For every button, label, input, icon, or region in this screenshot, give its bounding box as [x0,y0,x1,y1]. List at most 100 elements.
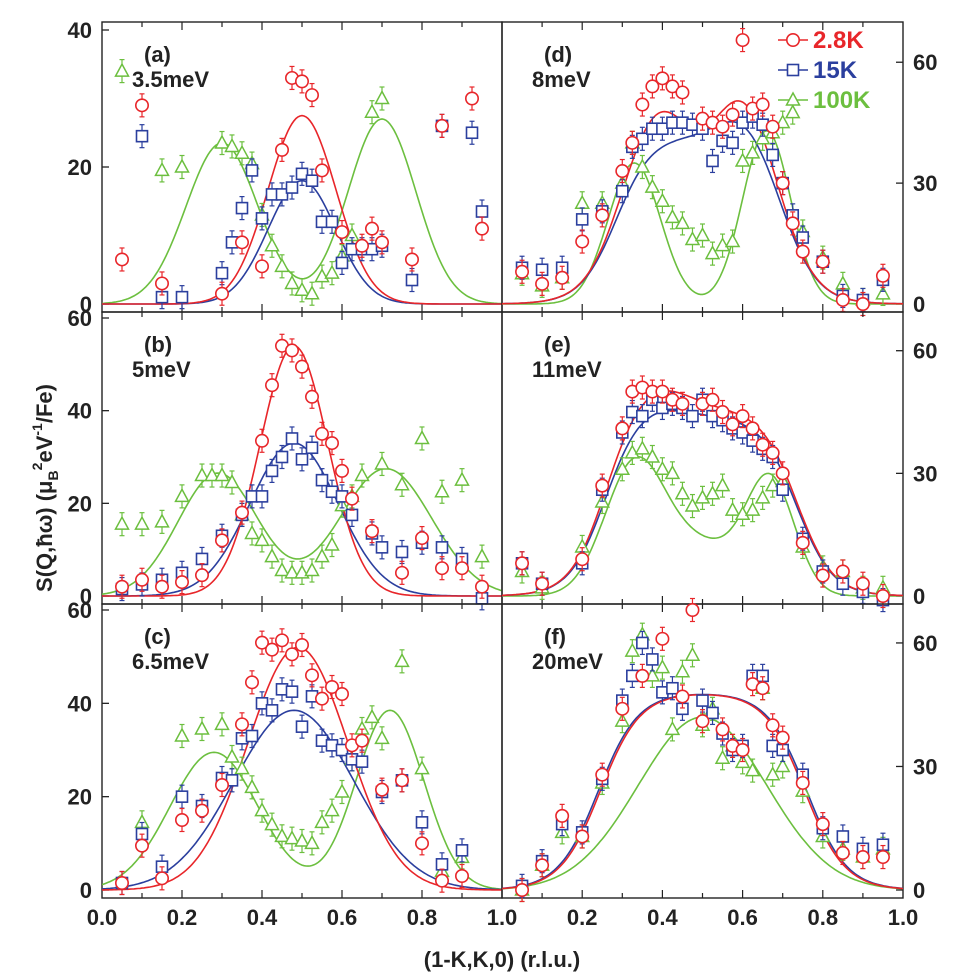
panel-energy: 8meV [532,67,591,92]
data-point-2.8K [655,631,670,646]
data-point-100K [664,720,681,736]
data-point-15K [345,508,359,522]
data-point-2.8K [135,98,150,113]
data-point-15K [175,790,189,803]
data-point-2.8K [855,850,870,865]
data-point-100K [414,429,430,445]
data-point-100K [174,487,190,503]
data-point-100K [214,715,230,731]
data-point-2.8K [775,176,790,191]
data-point-2.8K [735,409,750,424]
data-point-15K [615,184,629,198]
data-point-100K [374,455,390,470]
data-point-15K [315,473,329,487]
x-tick-label: 1.0 [888,905,919,930]
data-point-2.8K [795,244,810,259]
x-axis-label: (1-K,K,0) (r.l.u.) [424,947,580,972]
data-point-100K [254,802,270,817]
data-point-15K [696,694,709,707]
data-point-2.8K [715,722,730,737]
data-point-100K [694,489,711,504]
data-point-15K [295,167,309,181]
data-point-2.8K [464,91,479,106]
data-point-2.8K [155,871,170,886]
legend-label: 15K [813,57,858,84]
data-point-100K [684,230,701,246]
data-point-2.8K [334,686,349,701]
panel-energy: 6.5meV [132,649,209,674]
data-point-15K [175,290,189,304]
data-point-15K [415,816,429,829]
data-point-2.8K [314,426,329,441]
data-point-2.8K [175,575,190,590]
data-point-2.8K [785,216,800,231]
data-point-15K [255,490,269,503]
data-point-2.8K [595,478,610,493]
data-point-15K [285,432,299,445]
bottom-x-ticks: 0.0 0.2 0.4 0.6 0.8 1.0 0.2 0.4 0.6 0.8 1.0 [87,905,919,930]
data-point-100K [774,757,791,773]
data-point-2.8K [414,531,429,546]
panel-letter: (f) [544,624,566,649]
data-point-15K [265,704,279,717]
data-point-2.8K [795,535,810,550]
x-tick-label: 0.4 [247,905,278,930]
data-point-2.8K [735,33,750,48]
data-point-100K [304,834,320,850]
data-point-100K [154,513,170,528]
panel-c: 0 20 40 60 (c)6.5meV [68,598,503,903]
data-point-2.8K [434,873,449,888]
data-point-15K [726,136,739,150]
panel-d: 0 30 60 (d)8meV [501,21,937,317]
data-point-100K [374,89,390,105]
data-point-100K [875,285,891,300]
x-tick-label: 0.0 [87,905,118,930]
panel-energy: 20meV [532,649,603,674]
legend-marker [785,91,801,106]
data-point-2.8K [615,421,630,436]
data-point-2.8K [515,264,530,279]
y-tick-label: 0 [80,292,92,317]
data-point-100K [684,646,701,662]
data-point-2.8K [715,405,730,420]
data-point-15K [305,441,319,455]
data-point-100K [254,531,270,547]
data-point-2.8K [454,868,469,883]
data-point-2.8K [115,875,130,890]
data-point-15K [636,409,649,423]
data-point-100K [694,226,711,242]
data-point-100K [264,237,280,252]
data-point-2.8K [404,252,419,267]
legend-label: 100K [813,87,871,114]
data-point-15K [435,858,449,871]
data-point-100K [114,515,130,530]
data-point-2.8K [765,718,780,733]
data-point-2.8K [294,359,309,374]
data-point-2.8K [575,552,590,567]
panels: 0 20 40 (a)3.5meV 0 20 40 60 (b)5meV 0 20 40 60 (c)6.… [68,18,938,903]
data-point-100K [194,720,210,735]
data-point-100K [734,505,751,520]
data-point-2.8K [715,119,730,134]
data-point-2.8K [595,208,610,223]
data-point-2.8K [675,396,690,411]
data-point-15K [706,154,719,168]
data-point-100K [624,444,641,459]
y-tick-label: 30 [913,171,937,196]
x-tick-label: 0.6 [327,905,358,930]
data-point-100K [274,257,290,273]
data-point-100K [714,236,731,252]
y-tick-label: 30 [913,461,937,486]
x-tick-label: 1.0 [487,905,518,930]
data-point-100K [354,466,370,482]
data-point-15K [335,256,349,270]
data-point-15K [235,201,249,215]
y-tick-label: 0 [913,292,925,317]
data-point-2.8K [515,556,530,571]
data-point-15K [275,188,289,201]
data-point-2.8K [304,88,319,103]
data-point-2.8K [515,882,530,897]
data-point-100K [134,515,150,530]
data-point-2.8K [835,564,850,579]
data-point-2.8K [354,733,369,748]
